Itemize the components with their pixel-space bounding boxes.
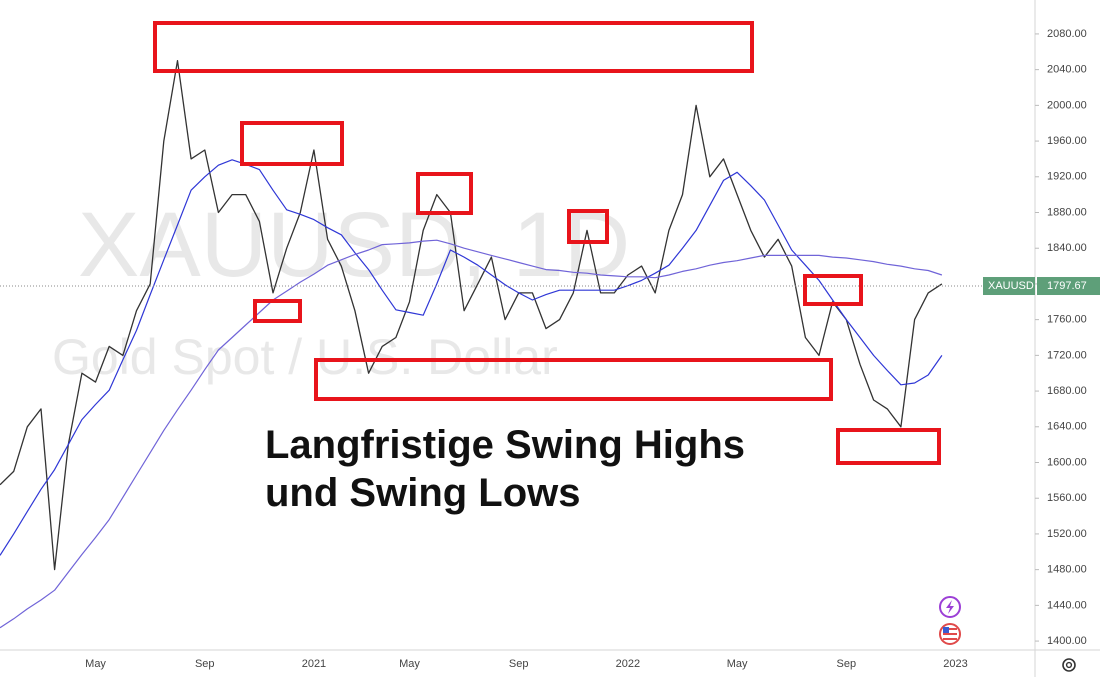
- y-tick-label: 1720.00: [1047, 349, 1087, 361]
- gear-center: [1065, 661, 1073, 669]
- y-tick-label: 2000.00: [1047, 99, 1087, 111]
- x-tick-label: May: [727, 658, 748, 670]
- y-tick-label: 1640.00: [1047, 421, 1087, 433]
- icon-lightning[interactable]: [939, 596, 961, 618]
- y-tick-label: 1480.00: [1047, 564, 1087, 576]
- settings-icon[interactable]: [1062, 658, 1076, 672]
- x-tick-label: Sep: [509, 658, 529, 670]
- last-price-label: 1797.67: [1047, 280, 1087, 292]
- swing-box: [567, 209, 609, 244]
- swing-box: [153, 21, 754, 73]
- icon-flag[interactable]: [939, 623, 961, 645]
- annotation: und Swing Lows: [265, 471, 581, 515]
- y-tick-label: 1600.00: [1047, 456, 1087, 468]
- icon-glyph: [943, 633, 957, 635]
- y-tick-label: 1560.00: [1047, 492, 1087, 504]
- icon-glyph: [943, 627, 949, 633]
- x-tick-label: Sep: [195, 658, 215, 670]
- last-price-symbol: XAUUSD: [988, 280, 1034, 292]
- watermark-description: Gold Spot / U.S. Dollar: [52, 329, 558, 385]
- x-tick-label: May: [85, 658, 106, 670]
- swing-box: [253, 299, 302, 323]
- last-price-tag: [1037, 277, 1100, 296]
- gear: [1062, 658, 1076, 672]
- y-tick-label: 1440.00: [1047, 599, 1087, 611]
- y-tick-label: 1400.00: [1047, 635, 1087, 647]
- y-tick-label: 1920.00: [1047, 171, 1087, 183]
- watermark-symbol: XAUUSD, 1D: [78, 194, 630, 296]
- y-tick-label: 1840.00: [1047, 242, 1087, 254]
- x-tick-label: 2022: [616, 658, 640, 670]
- y-tick-label: 2080.00: [1047, 28, 1087, 40]
- y-tick-label: 1520.00: [1047, 528, 1087, 540]
- y-tick-label: 1680.00: [1047, 385, 1087, 397]
- y-tick-label: 1760.00: [1047, 314, 1087, 326]
- price-line: [0, 60, 943, 571]
- annotation: Langfristige Swing Highs: [265, 423, 745, 467]
- last-price-tag: [983, 277, 1035, 296]
- x-tick-label: May: [399, 658, 420, 670]
- x-tick-label: 2023: [943, 658, 967, 670]
- x-tick-label: 2021: [302, 658, 326, 670]
- icon-glyph: [946, 600, 954, 614]
- icon-glyph: [943, 628, 957, 630]
- swing-box: [803, 274, 863, 306]
- swing-box: [836, 428, 941, 465]
- y-tick-label: 1880.00: [1047, 206, 1087, 218]
- moving-average-line: [0, 159, 943, 556]
- y-tick-label: 1960.00: [1047, 135, 1087, 147]
- icon-glyph: [943, 638, 957, 640]
- plot-area: [0, 60, 1035, 629]
- swing-boxes: [153, 21, 941, 465]
- swing-box: [416, 172, 473, 215]
- moving-average-line: [0, 239, 943, 629]
- swing-box: [240, 121, 344, 166]
- y-tick-label: 2040.00: [1047, 64, 1087, 76]
- swing-box: [314, 358, 833, 401]
- x-tick-label: Sep: [837, 658, 857, 670]
